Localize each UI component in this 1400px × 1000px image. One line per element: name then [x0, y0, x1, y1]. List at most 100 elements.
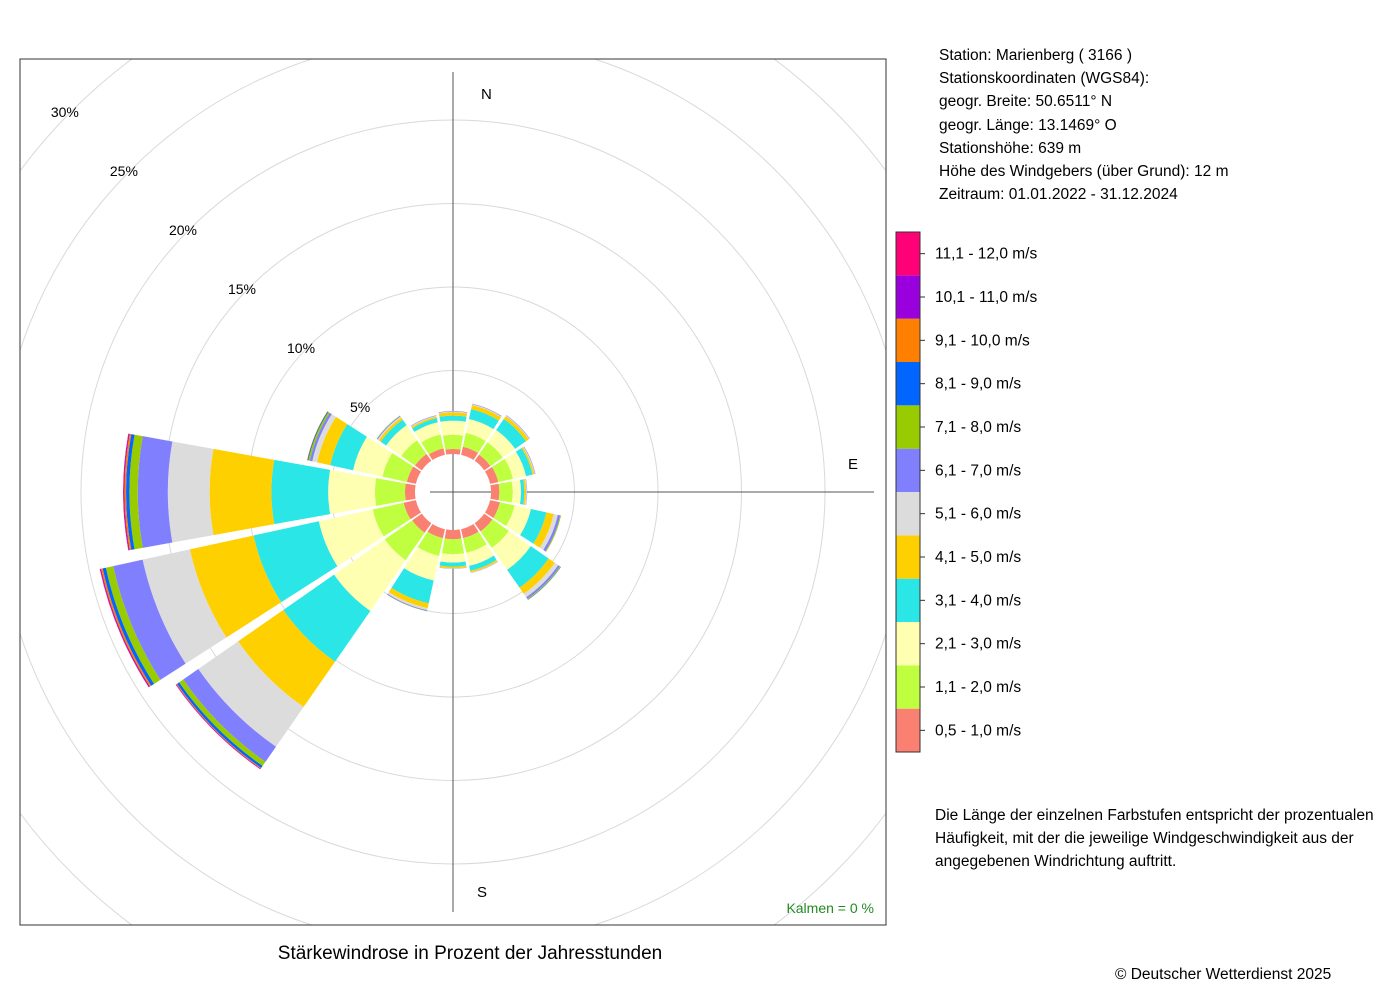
- legend-swatch: [896, 318, 920, 362]
- sector-band: [461, 446, 479, 461]
- sector-SSW: [386, 523, 445, 612]
- legend-swatch: [896, 665, 920, 709]
- legend-swatch: [896, 535, 920, 579]
- sector-band: [183, 669, 276, 762]
- legend-swatch: [896, 275, 920, 319]
- sector-band: [439, 561, 467, 567]
- sector-OSO: [484, 500, 562, 552]
- sector-band: [468, 409, 499, 430]
- sector-band: [539, 513, 558, 550]
- legend-label: 11,1 - 12,0 m/s: [935, 246, 1037, 263]
- sector-band: [474, 513, 493, 532]
- ring-label-group: 5% 10% 15% 20% 25% 30%: [51, 104, 370, 415]
- legend-frame: [895, 231, 921, 753]
- sector-band: [387, 592, 428, 611]
- sector-band: [167, 441, 214, 543]
- legend-swatch: [896, 362, 920, 406]
- sector-band: [209, 448, 275, 536]
- sector-band: [523, 562, 559, 598]
- plot-frame: [19, 58, 887, 926]
- sector-band: [179, 679, 266, 766]
- sector-band: [519, 558, 555, 594]
- sector-band: [524, 478, 527, 506]
- sector-band: [465, 418, 494, 442]
- sector-band: [439, 415, 467, 422]
- sector-band: [189, 535, 282, 638]
- sector-band: [382, 452, 414, 482]
- sector-band: [484, 500, 500, 518]
- sector-band: [372, 502, 411, 537]
- sector-band: [417, 531, 443, 557]
- sector-band: [388, 587, 429, 609]
- sector-band: [414, 422, 441, 443]
- sector-band: [498, 481, 513, 503]
- sector-band: [198, 641, 304, 747]
- legend-swatch: [896, 492, 920, 536]
- sector-group: [99, 403, 562, 770]
- legend-label: 6,1 - 7,0 m/s: [935, 462, 1021, 479]
- chart-caption: Stärkewindrose in Prozent der Jahresstun…: [277, 943, 663, 964]
- sector-band: [480, 519, 509, 548]
- legend-swatch: [896, 708, 920, 752]
- sector-band: [113, 559, 186, 680]
- sector-NNO: [461, 403, 502, 461]
- sector-band: [428, 448, 445, 461]
- sector-band: [511, 479, 522, 505]
- legend-label: 3,1 - 4,0 m/s: [935, 592, 1021, 609]
- sector-band: [384, 520, 425, 561]
- legend-label: 2,1 - 3,0 m/s: [935, 636, 1021, 653]
- speed-legend: 0,5 - 1,0 m/s 1,1 - 2,0 m/s 2,1 - 3,0 m/s 3…: [895, 231, 1037, 753]
- anemometer-height: Höhe des Windgebers (über Grund): 12 m: [939, 163, 1229, 181]
- sector-band: [334, 539, 406, 611]
- legend-label: 5,1 - 6,0 m/s: [935, 506, 1021, 523]
- ring-label: 20%: [169, 222, 197, 238]
- station-info: Station: Marienberg ( 3166 ) Stationskoo…: [939, 44, 1228, 206]
- time-period: Zeitraum: 01.01.2022 - 31.12.2024: [939, 186, 1178, 204]
- sector-band: [410, 415, 437, 427]
- sector-NW: [376, 415, 432, 471]
- sector-band: [442, 434, 464, 450]
- sector-band: [545, 515, 562, 552]
- sector-SO: [474, 513, 561, 600]
- legend-label: 0,5 - 1,0 m/s: [935, 722, 1021, 739]
- sector-band: [317, 416, 348, 466]
- sector-band: [124, 433, 132, 551]
- sector-band: [440, 553, 466, 563]
- sector-band: [484, 466, 499, 484]
- explanation-note: Die Länge der einzelnen Farbstufen entsp…: [935, 804, 1395, 873]
- sector-band: [463, 531, 487, 553]
- sector-band: [492, 458, 513, 483]
- calm-label: Kalmen = 0 %: [786, 900, 874, 916]
- copyright-text: © Deutscher Wetterdienst 2025: [1115, 966, 1332, 983]
- sector-band: [380, 419, 407, 446]
- legend-label: 4,1 - 5,0 m/s: [935, 549, 1021, 566]
- sector-band: [507, 546, 549, 588]
- sector-band: [328, 469, 377, 515]
- station-name: Station: Marienberg ( 3166 ): [939, 47, 1132, 64]
- sector-band: [353, 436, 393, 477]
- sector-O: [490, 478, 528, 506]
- sector-band: [318, 509, 384, 567]
- legend-label: 7,1 - 8,0 m/s: [935, 419, 1021, 436]
- sector-NNW: [410, 415, 445, 461]
- station-coords-heading: Stationskoordinaten (WGS84):: [939, 70, 1150, 88]
- sector-band: [438, 410, 468, 413]
- sector-band: [312, 414, 337, 463]
- legend-swatch: [896, 622, 920, 666]
- sector-SW: [175, 513, 432, 770]
- sector-band: [439, 567, 467, 569]
- sector-band: [478, 442, 503, 467]
- sector-band: [129, 434, 143, 550]
- sector-band: [142, 549, 227, 664]
- sector-band: [123, 433, 129, 551]
- sector-band: [462, 432, 486, 453]
- sector-band: [471, 404, 502, 418]
- sector-band: [533, 512, 554, 548]
- note-line: angegebenen Windrichtung auftritt.: [935, 853, 1177, 870]
- sector-band: [238, 609, 336, 707]
- direction-label-south: S: [477, 884, 487, 901]
- sector-band: [421, 434, 444, 455]
- sector-band: [271, 459, 331, 525]
- sector-band: [503, 416, 529, 442]
